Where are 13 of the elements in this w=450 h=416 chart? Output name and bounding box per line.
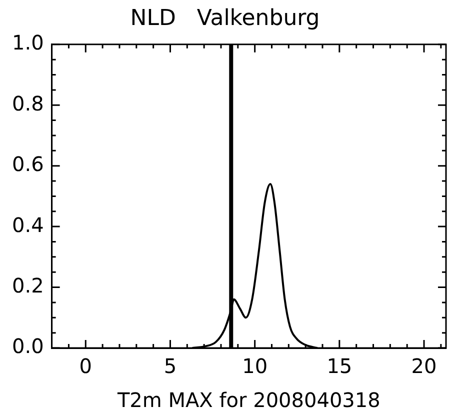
x-tick-label: 0 [79,354,92,378]
y-tick-label: 1.0 [12,30,44,55]
x-tick-label: 15 [326,354,352,378]
y-tick-label: 0.2 [12,273,44,298]
x-tick-label: 20 [411,354,437,378]
y-tick-label: 0.0 [12,334,44,358]
x-axis-title: T2m MAX for 2008040318 [116,388,380,412]
y-tick-label: 0.6 [12,152,44,176]
x-tick-label: 10 [242,354,268,378]
y-tick-label: 0.4 [12,212,44,237]
x-tick-label: 5 [164,354,177,378]
chart-title: NLD Valkenburg [130,6,320,31]
y-tick-label: 0.8 [12,91,44,116]
